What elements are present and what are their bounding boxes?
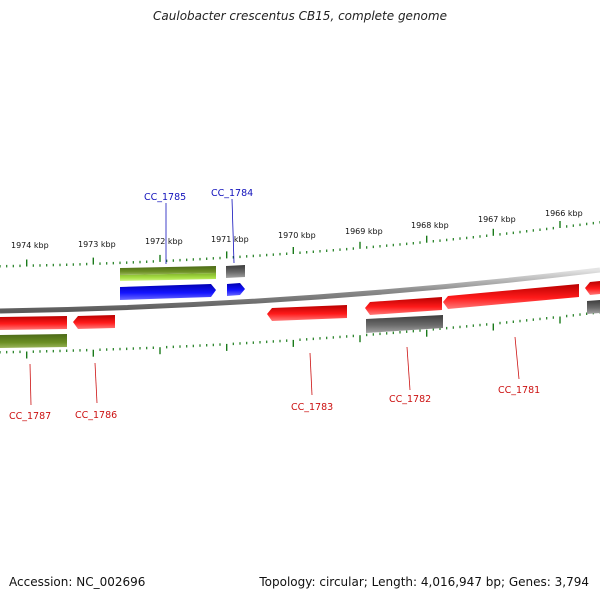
gene-cc-1785-arrow [120, 284, 216, 300]
gene-label-cc-1786: CC_1786 [75, 410, 117, 421]
gene-cc-1784-arrow [227, 283, 245, 296]
gene-label-cc-1787: CC_1787 [9, 411, 51, 422]
accession-text: Accession: NC_002696 [9, 575, 146, 589]
gene-label-cc-1782: CC_1782 [389, 394, 431, 405]
ruler-label-1972: 1972 kbp [145, 237, 183, 246]
callout-line-cc-1783 [309, 352, 313, 396]
ruler-label-1966: 1966 kbp [545, 209, 583, 218]
map-title: Caulobacter crescentus CB15, complete ge… [153, 9, 447, 23]
ruler-label-1973: 1973 kbp [78, 240, 116, 249]
feature-olive-reverse [0, 334, 67, 348]
gene-cc-1783-arrow [267, 305, 347, 321]
gene-label-cc-1784: CC_1784 [211, 188, 253, 199]
feature-lime-forward [120, 273, 216, 281]
callout-line-cc-1787 [29, 363, 32, 406]
feature-red-edge [585, 281, 600, 295]
genome-backbone [0, 267, 600, 314]
callout-line-cc-1784 [231, 198, 235, 264]
gene-cc-1787-arrow [0, 316, 67, 330]
ruler-label-1969: 1969 kbp [345, 227, 383, 236]
feature-grey-reverse [366, 315, 443, 333]
ruler-label-1970: 1970 kbp [278, 231, 316, 240]
gene-cc-1782-arrow [365, 297, 442, 315]
ruler-label-1968: 1968 kbp [411, 221, 449, 230]
gene-cc-1786-arrow [73, 315, 115, 329]
ruler-label-1971: 1971 kbp [211, 235, 249, 244]
gene-cc-1781-arrow [443, 284, 579, 309]
callout-line-cc-1781 [514, 336, 520, 380]
gene-label-cc-1781: CC_1781 [498, 385, 540, 396]
gene-label-cc-1785: CC_1785 [144, 192, 186, 203]
outer-scale-ticks [0, 221, 600, 268]
ruler-label-1974: 1974 kbp [11, 241, 49, 250]
gene-label-cc-1783: CC_1783 [291, 402, 333, 413]
inner-scale-ticks [0, 311, 600, 359]
feature-grey-edge [587, 300, 600, 314]
genome-summary-text: Topology: circular; Length: 4,016,947 bp… [259, 575, 589, 589]
feature-grey-forward [226, 265, 245, 278]
feature-olive-forward [120, 266, 216, 275]
callout-line-cc-1782 [406, 346, 411, 391]
callout-line-cc-1786 [94, 362, 98, 404]
ruler-label-1967: 1967 kbp [478, 215, 516, 224]
